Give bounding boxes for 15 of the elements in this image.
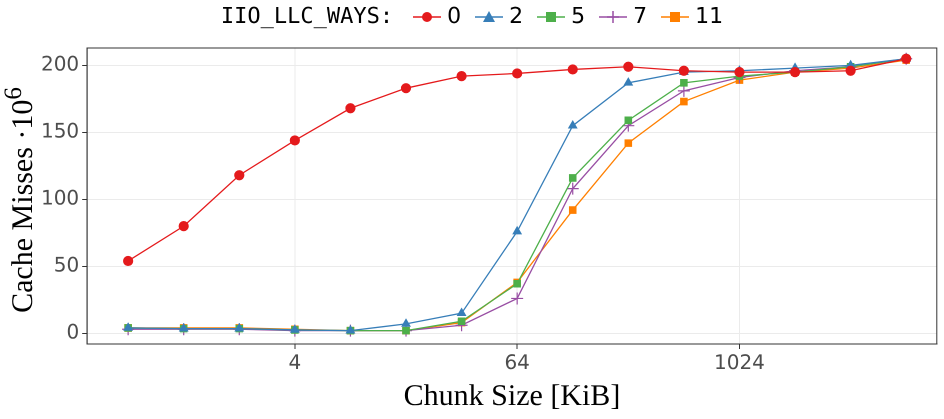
legend-label: 2 bbox=[509, 4, 524, 29]
x-tick-label: 1024 bbox=[714, 350, 765, 374]
legend-label: 11 bbox=[695, 4, 724, 29]
legend-label: 7 bbox=[633, 4, 648, 29]
x-axis-title: Chunk Size [KiB] bbox=[404, 378, 620, 412]
x-tick-label: 64 bbox=[504, 350, 530, 374]
legend-label: 5 bbox=[571, 4, 586, 29]
y-tick-label: 200 bbox=[40, 52, 80, 76]
y-tick-label: 150 bbox=[40, 118, 80, 143]
x-tick-label: 4 bbox=[288, 350, 302, 374]
y-tick-label: 100 bbox=[40, 186, 80, 210]
legend-title: IIO_LLC_WAYS: bbox=[220, 4, 394, 29]
y-tick-label: 0 bbox=[66, 319, 80, 344]
legend-label: 0 bbox=[447, 4, 462, 29]
y-tick-label: 50 bbox=[54, 252, 80, 277]
